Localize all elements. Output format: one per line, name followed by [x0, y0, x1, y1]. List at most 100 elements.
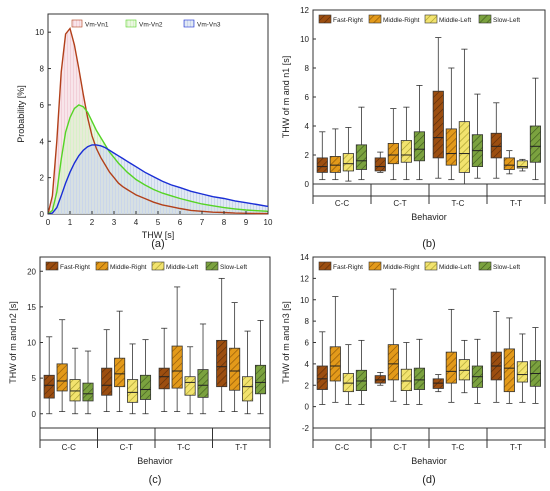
plot-frame [312, 256, 546, 429]
box-1 [329, 346, 341, 382]
x-tick-label: 10 [264, 218, 273, 227]
y-tick-label: 0 [305, 403, 310, 412]
box-2 [342, 153, 354, 172]
box-0 [216, 339, 228, 388]
panel-label-b: (b) [422, 238, 435, 250]
legend-label: Middle-Left [439, 17, 471, 24]
x-tick-label: 5 [156, 218, 161, 227]
y-tick-label: 2 [40, 174, 45, 183]
legend-swatch [368, 261, 382, 271]
legend-label: Middle-Left [439, 264, 471, 271]
box-2 [516, 361, 528, 383]
legend-swatch [71, 19, 83, 28]
x-axis-label: Behavior [411, 212, 447, 222]
y-tick-label: 12 [300, 6, 309, 15]
box-3 [139, 374, 152, 400]
y-tick-label: 4 [40, 137, 45, 146]
category-label: C-T [393, 443, 406, 452]
chart-d: -2 0 2 4 6 8 10 12 14 C-C C-T T-C T-T Behavior THW of … [281, 253, 546, 466]
x-axis-label: THW [s] [142, 230, 175, 240]
x-tick-label: 9 [244, 218, 249, 227]
box-2 [516, 160, 528, 169]
y-tick-label: 2 [305, 381, 310, 390]
box-3 [254, 364, 267, 395]
y-tick-label: 0 [40, 210, 45, 219]
panel-label-c: (c) [149, 474, 162, 486]
box-2 [127, 379, 139, 403]
category-label: T-C [452, 443, 465, 452]
chart-a: 0 1 2 3 4 5 6 7 8 9 10 0 2 4 6 8 10 THW [s] Probability [%… [16, 13, 273, 240]
x-tick-label: 3 [112, 218, 117, 227]
plot-frame [39, 256, 271, 429]
legend-label: Middle-Right [383, 264, 420, 271]
box-0 [101, 367, 113, 396]
category-label: T-C [177, 443, 190, 452]
category-label: C-T [393, 199, 406, 208]
box-2 [400, 140, 412, 163]
y-tick-label: 10 [300, 296, 309, 305]
legend-label: Middle-Right [110, 264, 147, 271]
box-1 [387, 142, 399, 165]
x-tick-label: 1 [68, 218, 73, 227]
box-3 [529, 125, 542, 163]
category-label: T-T [510, 199, 522, 208]
category-label: T-T [235, 443, 247, 452]
category-label: T-C [452, 199, 465, 208]
chart-b: 0 2 4 6 8 10 12 C-C C-T T-C T-T Behavior THW of m an… [281, 6, 546, 222]
series-line-3 [47, 144, 269, 215]
y-axis-label: THW of m and n2 [s] [8, 301, 18, 384]
x-tick-label: 6 [178, 218, 183, 227]
legend-label: Fast-Right [333, 17, 363, 24]
legend-swatch [424, 14, 438, 24]
category-label: T-T [510, 443, 522, 452]
box-2 [400, 368, 412, 391]
series-line-2 [47, 104, 269, 215]
chart-c: 0 5 10 15 20 C-C C-T T-C T-T Behavior THW of m and… [8, 256, 271, 466]
y-tick-label: 14 [300, 253, 309, 262]
box-0 [374, 157, 386, 172]
box-0 [158, 367, 170, 390]
y-tick-label: 6 [305, 93, 310, 102]
box-1 [171, 345, 183, 389]
y-tick-label: 4 [305, 122, 310, 131]
box-1 [229, 347, 241, 391]
legend-swatch [95, 261, 109, 271]
x-tick-label: 2 [90, 218, 95, 227]
y-axis-label: THW of m and n1 [s] [281, 56, 291, 139]
x-tick-label: 8 [222, 218, 227, 227]
box-1 [503, 157, 515, 170]
box-0 [432, 378, 444, 389]
y-tick-label: 20 [27, 267, 36, 276]
box-3 [82, 382, 94, 402]
box-2 [69, 379, 81, 402]
y-tick-label: 8 [305, 64, 310, 73]
y-tick-label: 2 [305, 151, 310, 160]
y-axis-label: THW of m and n3 [s] [281, 301, 291, 384]
legend-label: Fast-Right [333, 264, 363, 271]
x-tick-label: 0 [46, 218, 51, 227]
x-axis-label: Behavior [411, 456, 447, 466]
box-0 [432, 90, 444, 159]
y-tick-label: 12 [300, 274, 309, 283]
box-1 [503, 348, 515, 393]
box-0 [43, 374, 55, 399]
box-1 [445, 351, 457, 384]
box-2 [184, 376, 196, 396]
box-1 [114, 357, 126, 388]
y-tick-label: 15 [27, 303, 36, 312]
y-tick-label: 0 [305, 180, 310, 189]
box-1 [329, 156, 341, 173]
x-tick-label: 4 [134, 218, 139, 227]
y-tick-label: 8 [305, 317, 310, 326]
y-tick-label: 10 [35, 28, 44, 37]
box-2 [458, 359, 470, 381]
legend-label: Middle-Left [166, 264, 198, 271]
legend-swatch [318, 261, 332, 271]
y-tick-label: 6 [305, 339, 310, 348]
legend-swatch [424, 261, 438, 271]
y-tick-label: 0 [32, 410, 37, 419]
x-axis-label: Behavior [137, 456, 173, 466]
box-3 [355, 144, 368, 170]
legend-swatch [368, 14, 382, 24]
legend-label: Vm-Vn1 [85, 22, 109, 29]
